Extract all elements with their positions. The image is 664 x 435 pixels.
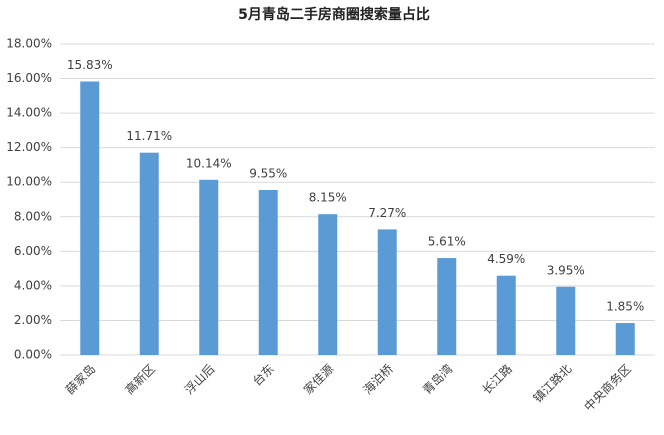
bar xyxy=(258,189,278,355)
data-label: 8.15% xyxy=(309,191,347,205)
chart-title: 5月青岛二手房商圈搜索量占比 xyxy=(238,6,430,23)
y-tick-label: 2.00% xyxy=(14,313,52,327)
bar xyxy=(139,152,159,355)
bar xyxy=(318,214,338,355)
y-tick-label: 0.00% xyxy=(14,348,52,362)
bar xyxy=(556,286,576,355)
bar xyxy=(377,229,397,355)
y-tick-label: 18.00% xyxy=(6,37,52,51)
y-tick-label: 12.00% xyxy=(6,140,52,154)
bar xyxy=(615,323,635,355)
data-label: 1.85% xyxy=(606,300,644,314)
data-label: 10.14% xyxy=(186,156,232,170)
y-tick-label: 14.00% xyxy=(6,106,52,120)
bar xyxy=(496,275,516,355)
y-tick-label: 6.00% xyxy=(14,244,52,258)
bar xyxy=(199,179,219,355)
bar xyxy=(80,81,100,356)
data-label: 4.59% xyxy=(487,252,525,266)
bar xyxy=(437,258,457,355)
data-label: 7.27% xyxy=(368,206,406,220)
y-tick-label: 10.00% xyxy=(6,175,52,189)
data-label: 9.55% xyxy=(249,166,287,180)
data-label: 3.95% xyxy=(547,263,585,277)
data-label: 11.71% xyxy=(126,129,172,143)
data-label: 15.83% xyxy=(67,58,113,72)
y-tick-label: 8.00% xyxy=(14,209,52,223)
y-tick-label: 4.00% xyxy=(14,278,52,292)
data-label: 5.61% xyxy=(428,235,466,249)
y-tick-label: 16.00% xyxy=(6,71,52,85)
